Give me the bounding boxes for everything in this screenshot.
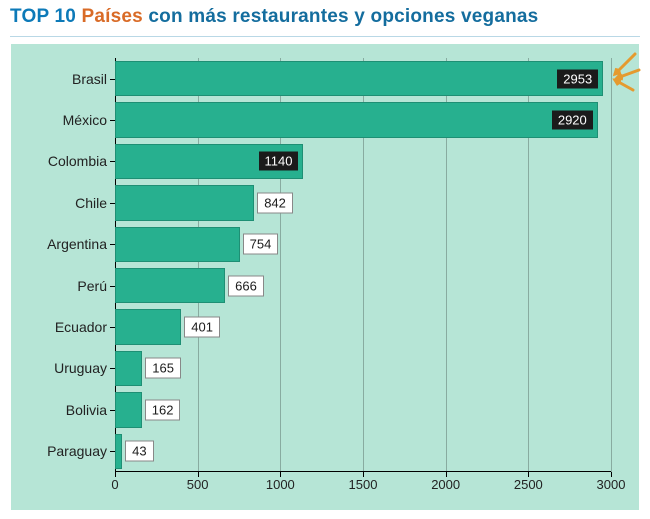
bar: 401	[115, 309, 181, 344]
value-label: 2920	[552, 111, 593, 130]
x-tick-label: 3000	[597, 477, 626, 492]
value-label: 1140	[259, 152, 299, 171]
title-part-1: TOP 10	[10, 6, 76, 27]
bar-row: Perú666	[115, 265, 611, 306]
bar-row: Colombia1140	[115, 141, 611, 182]
category-label: Bolivia	[66, 402, 107, 418]
bar-row: Bolivia162	[115, 389, 611, 430]
title-divider	[10, 36, 640, 37]
title-part-3: con más restaurantes y opciones veganas	[148, 6, 538, 27]
value-label: 842	[257, 192, 293, 213]
category-label: Chile	[75, 195, 107, 211]
x-tick-label: 2500	[514, 477, 543, 492]
bar: 2920	[115, 102, 598, 137]
category-label: Argentina	[47, 236, 107, 252]
bar-row: México2920	[115, 99, 611, 140]
category-label: Paraguay	[47, 443, 107, 459]
bar-row: Brasil2953	[115, 58, 611, 99]
value-label: 2953	[557, 69, 598, 88]
bar-row: Uruguay165	[115, 348, 611, 389]
gridline	[611, 58, 612, 472]
bar: 162	[115, 392, 142, 427]
bar: 754	[115, 227, 240, 262]
value-label: 401	[184, 317, 220, 338]
bar: 1140	[115, 144, 303, 179]
bar-row: Paraguay43	[115, 431, 611, 472]
category-label: Perú	[77, 278, 107, 294]
x-tick-label: 500	[187, 477, 209, 492]
category-label: Brasil	[72, 71, 107, 87]
value-label: 754	[243, 234, 279, 255]
value-label: 666	[228, 275, 264, 296]
x-tick-label: 1000	[266, 477, 295, 492]
category-label: Uruguay	[54, 360, 107, 376]
x-tick-label: 0	[111, 477, 118, 492]
value-label: 162	[145, 399, 181, 420]
category-label: México	[63, 112, 107, 128]
bar-chart: 050010001500200025003000Brasil2953México…	[10, 43, 640, 511]
x-tick-label: 1500	[349, 477, 378, 492]
title-part-2: Países	[81, 6, 142, 27]
bar-row: Argentina754	[115, 224, 611, 265]
page-root: TOP 10 Países con más restaurantes y opc…	[0, 0, 650, 519]
category-label: Colombia	[48, 153, 107, 169]
bar: 165	[115, 351, 142, 386]
chart-title: TOP 10 Países con más restaurantes y opc…	[0, 0, 650, 36]
value-label: 165	[145, 358, 181, 379]
x-tick-label: 2000	[431, 477, 460, 492]
value-label: 43	[125, 441, 153, 462]
bar: 842	[115, 185, 254, 220]
bar-row: Ecuador401	[115, 306, 611, 347]
category-label: Ecuador	[55, 319, 107, 335]
bar: 2953	[115, 61, 603, 96]
bar-row: Chile842	[115, 182, 611, 223]
plot-area: 050010001500200025003000Brasil2953México…	[115, 58, 611, 472]
bar: 666	[115, 268, 225, 303]
bar: 43	[115, 434, 122, 469]
